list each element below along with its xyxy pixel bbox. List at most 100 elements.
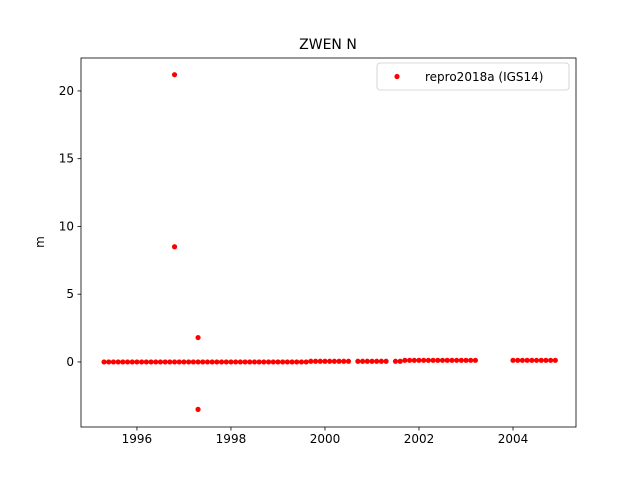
- legend-label: repro2018a (IGS14): [425, 70, 543, 84]
- point: [284, 359, 290, 365]
- point: [416, 357, 422, 363]
- point: [176, 359, 182, 365]
- point: [548, 357, 554, 363]
- point: [106, 359, 112, 365]
- point: [167, 359, 173, 365]
- point: [171, 359, 178, 365]
- point: [171, 72, 178, 78]
- point: [425, 357, 431, 363]
- x-tick-label: 2002: [404, 432, 435, 446]
- point: [327, 358, 333, 364]
- point: [355, 358, 361, 364]
- point: [157, 359, 164, 365]
- point: [435, 357, 441, 363]
- point: [317, 358, 323, 364]
- point: [298, 359, 305, 365]
- point: [364, 358, 370, 364]
- point: [120, 359, 126, 365]
- point: [510, 357, 516, 363]
- point: [312, 358, 319, 364]
- y-tick-label: 20: [59, 84, 74, 98]
- x-tick-label: 2004: [498, 432, 529, 446]
- point: [101, 359, 107, 365]
- point: [378, 358, 384, 364]
- point: [247, 359, 253, 365]
- point: [218, 359, 225, 365]
- point: [214, 359, 220, 365]
- point: [374, 358, 380, 364]
- point: [275, 359, 281, 365]
- chart-title: ZWEN N: [299, 37, 357, 53]
- point: [195, 406, 201, 412]
- point: [256, 359, 262, 365]
- point: [472, 357, 479, 363]
- point: [468, 357, 474, 363]
- point: [515, 357, 521, 363]
- point: [171, 244, 178, 250]
- point: [162, 359, 168, 365]
- point: [529, 357, 535, 363]
- point: [280, 359, 286, 365]
- point: [195, 334, 201, 341]
- point: [331, 358, 337, 364]
- point: [143, 359, 149, 365]
- point: [336, 358, 342, 364]
- point: [265, 359, 272, 365]
- point: [223, 359, 229, 365]
- point: [430, 357, 436, 363]
- point: [237, 359, 243, 365]
- point: [204, 359, 211, 365]
- point: [538, 357, 544, 363]
- point: [308, 358, 314, 364]
- legend-box: [376, 62, 570, 91]
- point: [270, 359, 276, 365]
- x-tick-label: 1996: [122, 432, 153, 446]
- point: [186, 359, 192, 365]
- plot-frame: [80, 57, 577, 428]
- point: [148, 359, 154, 365]
- x-tick-label: 2000: [310, 432, 341, 446]
- point: [453, 357, 460, 363]
- legend-marker: [394, 73, 400, 80]
- point: [294, 359, 300, 365]
- point: [129, 359, 135, 365]
- y-tick-label: 5: [66, 287, 74, 301]
- y-axis-label: m: [33, 236, 47, 248]
- point: [397, 358, 403, 364]
- point: [115, 359, 121, 365]
- point: [406, 357, 413, 363]
- point: [228, 359, 234, 365]
- y-tick-label: 15: [59, 152, 74, 166]
- point: [402, 357, 408, 363]
- point: [134, 359, 140, 365]
- point: [303, 359, 309, 365]
- point: [341, 358, 347, 364]
- point: [233, 359, 239, 365]
- point: [392, 358, 399, 364]
- point: [209, 359, 215, 365]
- point: [359, 358, 366, 364]
- point: [463, 357, 469, 363]
- point: [251, 359, 258, 365]
- point: [411, 357, 417, 363]
- point: [449, 357, 455, 363]
- point: [421, 357, 427, 363]
- point: [242, 359, 248, 365]
- point: [322, 358, 328, 364]
- point: [369, 358, 375, 364]
- point: [200, 359, 206, 365]
- point: [519, 357, 526, 363]
- point: [289, 359, 295, 365]
- point: [345, 358, 352, 364]
- y-tick-label: 10: [59, 219, 74, 233]
- point: [524, 357, 530, 363]
- point: [444, 357, 450, 363]
- point: [110, 359, 117, 365]
- point: [153, 359, 159, 365]
- point: [533, 357, 540, 363]
- point: [195, 359, 201, 365]
- y-tick-label: 0: [66, 355, 74, 369]
- point: [261, 359, 267, 365]
- point: [552, 357, 558, 363]
- point: [181, 359, 187, 365]
